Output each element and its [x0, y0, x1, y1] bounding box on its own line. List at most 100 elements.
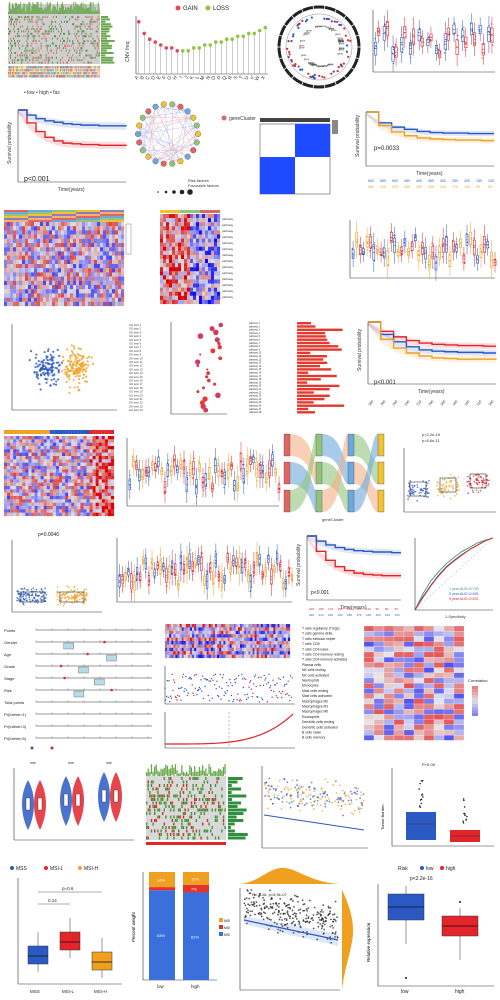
box-point	[407, 250, 410, 252]
heat-cell	[37, 259, 41, 265]
heat-annot	[49, 216, 52, 218]
box-point	[239, 452, 241, 454]
heat-cell	[71, 446, 75, 450]
heat-cell	[73, 230, 77, 235]
annot-cell	[59, 75, 60, 78]
heat-cell	[166, 271, 170, 276]
annot-cell	[63, 69, 64, 72]
annot-cell	[47, 72, 49, 75]
pca-point	[74, 354, 77, 357]
heat-cell	[7, 492, 11, 497]
lollipop-tick: Q	[221, 75, 228, 81]
box-point	[405, 36, 407, 38]
circos-point	[294, 62, 297, 66]
riskbox-point	[427, 496, 429, 498]
mut-cell	[8, 47, 9, 50]
oncoplot-topbar	[35, 5, 37, 14]
heat-cell	[28, 255, 32, 260]
heat-annot	[88, 214, 91, 216]
heat-cell	[7, 446, 11, 450]
oncoplot-topbar	[60, 7, 61, 14]
heat-cell	[25, 476, 29, 480]
heat-cell	[85, 230, 89, 235]
heat-cell	[16, 452, 20, 457]
network-edge	[139, 117, 194, 126]
oncoplot-topbar	[42, 10, 44, 14]
mut-cell	[26, 44, 28, 47]
pca-point	[79, 354, 82, 357]
heat-cell	[43, 268, 47, 273]
heat-cell	[82, 251, 86, 256]
annot-cell	[28, 66, 30, 69]
heat-cell	[86, 436, 90, 440]
heat-cell	[10, 499, 14, 503]
heat-cell	[19, 512, 23, 517]
annot-cell	[98, 75, 100, 78]
annot-cell	[31, 69, 33, 72]
box-point	[236, 485, 239, 487]
heat-cell	[64, 255, 68, 260]
heat-cell	[79, 264, 83, 269]
heat-cell	[7, 502, 11, 507]
heat-cell	[82, 301, 86, 307]
mut-cell	[25, 56, 27, 59]
pca-point	[66, 376, 69, 379]
box-point	[136, 467, 138, 469]
box-point	[198, 461, 200, 463]
heat-cell	[112, 285, 116, 290]
heat-cell	[34, 496, 38, 500]
mut-cell	[50, 56, 52, 59]
heat-cell	[172, 295, 176, 301]
heat-annot	[91, 212, 94, 214]
box-point	[233, 490, 235, 492]
heat-cell	[169, 291, 173, 296]
oncoplot-topbar	[14, 8, 16, 14]
heat-cell	[211, 259, 215, 264]
box-point	[195, 484, 198, 486]
heat-cell	[121, 230, 125, 235]
heat-cell	[25, 301, 29, 307]
circos-gap	[342, 14, 347, 21]
box-point	[275, 473, 278, 475]
mut-cell	[32, 52, 34, 54]
mut-cell	[69, 32, 71, 35]
mut-cell	[68, 52, 70, 54]
heat-cell	[89, 436, 93, 440]
heat-annot	[115, 218, 118, 220]
mut-cell	[26, 54, 28, 57]
heat-cell	[95, 452, 99, 457]
heat-cell	[13, 482, 17, 487]
heat-cell	[83, 496, 87, 500]
heat-cell	[86, 479, 90, 483]
annot-cell	[18, 69, 20, 72]
heat-cell	[71, 469, 75, 473]
annot-cell	[39, 69, 41, 72]
pca-point	[52, 350, 55, 353]
mut-cell	[86, 28, 88, 30]
annot-cell	[65, 75, 67, 78]
mut-cell	[65, 16, 67, 18]
heat-cell	[22, 509, 26, 513]
heat-cell	[181, 287, 185, 292]
annot-cell	[18, 66, 20, 69]
annot-cell	[90, 75, 92, 78]
heat-cell	[202, 263, 206, 268]
heat-cell	[10, 285, 14, 290]
pca-point	[52, 374, 55, 377]
mut-cell	[31, 52, 33, 54]
heat-cell	[62, 496, 66, 500]
heat-cell	[71, 439, 75, 443]
heat-annot	[13, 218, 16, 220]
annot-cell	[43, 69, 45, 72]
pca-point	[77, 389, 80, 392]
box-point	[205, 487, 207, 489]
annot-cell	[73, 66, 75, 69]
heat-cell	[97, 238, 101, 244]
heat-cell	[187, 299, 191, 305]
heat-cell	[184, 263, 188, 268]
heat-cell	[55, 462, 60, 467]
box-point	[419, 39, 421, 41]
heat-annot	[43, 210, 46, 212]
heat-annot	[64, 220, 67, 222]
heat-annot	[94, 210, 97, 212]
